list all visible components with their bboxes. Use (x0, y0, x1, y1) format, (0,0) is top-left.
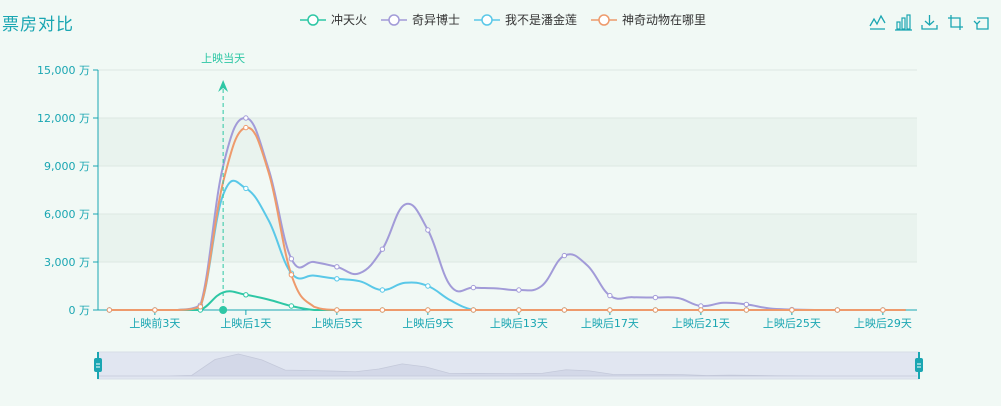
legend: 冲天火 奇异博士 我不是潘金莲 神奇动物在哪里 (300, 11, 706, 28)
data-point[interactable] (470, 284, 477, 291)
data-point[interactable] (288, 272, 295, 278)
legend-label: 神奇动物在哪里 (622, 13, 707, 27)
data-point[interactable] (288, 303, 295, 309)
data-point[interactable] (152, 307, 158, 313)
zoom-handle-right[interactable] (915, 358, 923, 372)
chart-title: 票房对比 (2, 15, 74, 35)
toolbox (869, 14, 990, 31)
legend-marker-icon (381, 13, 408, 26)
data-point[interactable] (379, 287, 386, 293)
legend-marker-icon (300, 13, 326, 26)
data-point[interactable] (743, 301, 750, 308)
y-tick-label: 0 万 (69, 304, 91, 317)
y-tick-label: 15,000 万 (37, 64, 90, 77)
data-point[interactable] (561, 307, 568, 313)
legend-label: 我不是潘金莲 (505, 13, 578, 27)
data-point[interactable] (379, 246, 386, 252)
data-point[interactable] (789, 307, 795, 313)
legend-item-1[interactable]: 奇异博士 (381, 11, 460, 28)
data-point[interactable] (425, 283, 431, 289)
data-point[interactable] (516, 287, 522, 293)
data-point[interactable] (652, 294, 659, 301)
x-tick-label: 上映后29天 (854, 317, 912, 330)
legend-item-0[interactable]: 冲天火 (300, 11, 367, 28)
y-tick-label: 6,000 万 (44, 208, 90, 221)
data-point[interactable] (425, 307, 431, 313)
y-tick-label: 9,000 万 (44, 160, 90, 173)
bar-chart-icon[interactable] (895, 14, 912, 31)
legend-marker-icon (474, 13, 501, 26)
x-tick-label: 上映后5天 (311, 317, 362, 330)
grid-band (98, 118, 917, 166)
data-point[interactable] (243, 185, 249, 192)
data-point[interactable] (288, 256, 295, 262)
data-point[interactable] (243, 115, 249, 121)
data-point[interactable] (607, 292, 613, 299)
data-point[interactable] (880, 307, 886, 313)
data-point[interactable] (197, 304, 204, 310)
line-chart-icon[interactable] (869, 14, 886, 31)
zoom-handle-left[interactable] (94, 358, 102, 372)
legend-label: 冲天火 (331, 13, 368, 27)
data-point[interactable] (425, 227, 431, 233)
markline-label: 上映当天 (201, 51, 245, 65)
data-point[interactable] (334, 264, 340, 270)
x-tick-label: 上映后13天 (490, 317, 548, 330)
data-point[interactable] (334, 276, 340, 282)
x-tick-label: 上映后25天 (763, 317, 821, 330)
markline-dot (219, 306, 228, 314)
y-tick-label: 12,000 万 (37, 112, 90, 125)
zoom-select-icon[interactable] (947, 14, 964, 31)
grid-band (98, 214, 917, 262)
data-point[interactable] (106, 307, 113, 313)
data-zoom[interactable] (94, 351, 923, 380)
series-line-3 (109, 126, 906, 311)
legend-marker-icon (591, 13, 618, 26)
data-point[interactable] (743, 307, 750, 313)
data-point[interactable] (243, 292, 249, 298)
legend-item-3[interactable]: 神奇动物在哪里 (591, 11, 706, 28)
data-point[interactable] (516, 307, 522, 313)
zoom-reset-icon[interactable] (973, 14, 990, 31)
data-point[interactable] (379, 307, 386, 313)
x-tick-label: 上映后9天 (402, 317, 453, 330)
x-tick-label: 上映前3天 (129, 316, 180, 330)
data-point[interactable] (561, 252, 568, 259)
data-point[interactable] (834, 307, 841, 313)
download-icon[interactable] (921, 14, 938, 31)
x-tick-label: 上映后21天 (672, 317, 730, 330)
zoom-preview (98, 353, 917, 377)
legend-item-2[interactable]: 我不是潘金莲 (474, 11, 577, 28)
data-point[interactable] (243, 124, 249, 131)
y-tick-label: 3,000 万 (44, 256, 90, 269)
series-line-0 (109, 290, 906, 311)
x-tick-label: 上映后17天 (581, 317, 639, 330)
data-point[interactable] (334, 307, 340, 313)
data-point[interactable] (607, 307, 613, 313)
data-point[interactable] (652, 307, 659, 313)
series-line-1 (109, 117, 906, 311)
x-tick-label: 上映后1天 (220, 317, 271, 330)
legend-label: 奇异博士 (412, 13, 461, 27)
data-point[interactable] (470, 307, 477, 313)
data-point[interactable] (698, 307, 704, 313)
markline-arrow (218, 80, 229, 92)
